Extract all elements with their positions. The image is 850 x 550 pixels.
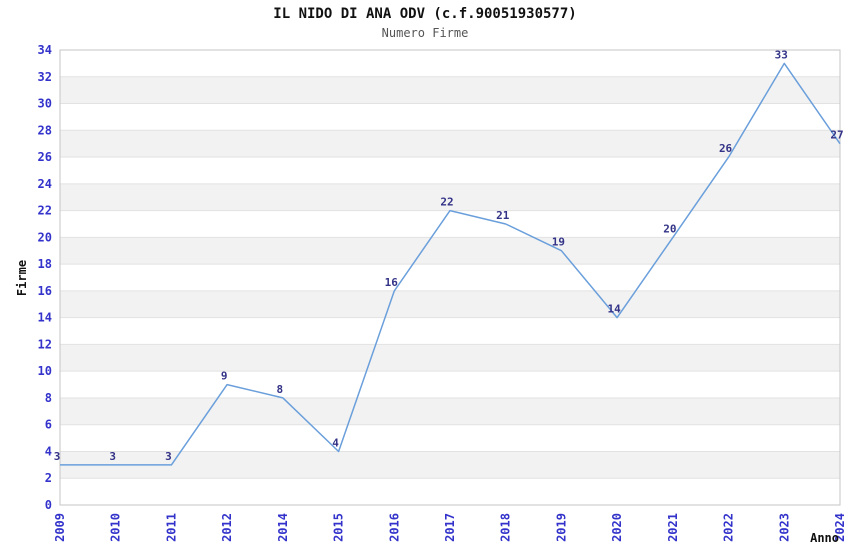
y-tick-label: 12 xyxy=(38,337,52,351)
x-tick-label: 2024 xyxy=(833,513,847,542)
grid-band xyxy=(60,451,840,479)
y-tick-label: 34 xyxy=(38,43,52,57)
y-tick-label: 30 xyxy=(38,97,52,111)
plot-border xyxy=(59,49,841,506)
chart-subtitle: Numero Firme xyxy=(381,26,469,40)
y-tick-label: 8 xyxy=(45,391,52,405)
value-label: 8 xyxy=(277,383,284,396)
plot-background xyxy=(60,50,840,505)
y-tick-label: 22 xyxy=(38,204,52,218)
value-label: 16 xyxy=(385,276,399,289)
value-label: 9 xyxy=(221,370,228,383)
x-axis-title: Anno xyxy=(810,531,839,545)
y-tick-label: 2 xyxy=(45,471,52,485)
grid-band xyxy=(60,76,840,104)
value-label: 27 xyxy=(830,129,843,142)
x-tick-label: 2016 xyxy=(387,513,401,542)
grid-band xyxy=(60,397,840,425)
y-tick-label: 6 xyxy=(45,418,52,432)
x-tick-label: 2020 xyxy=(610,513,624,542)
value-label: 22 xyxy=(440,196,453,209)
x-tick-label: 2021 xyxy=(666,513,680,542)
x-tick-label: 2018 xyxy=(499,513,513,542)
y-tick-label: 26 xyxy=(38,150,52,164)
value-label: 21 xyxy=(496,209,510,222)
grid-band xyxy=(60,237,840,265)
x-tick-label: 2014 xyxy=(276,513,290,542)
data-line xyxy=(60,62,841,466)
x-tick-label: 2022 xyxy=(722,513,736,542)
x-tick-label: 2012 xyxy=(220,513,234,542)
value-label: 3 xyxy=(54,450,61,463)
value-label: 3 xyxy=(165,450,172,463)
grid-band xyxy=(60,344,840,372)
grid-band xyxy=(60,290,840,318)
x-tick-label: 2015 xyxy=(332,513,346,542)
value-label: 3 xyxy=(109,450,116,463)
value-label: 20 xyxy=(663,222,676,235)
value-label: 19 xyxy=(552,236,565,249)
x-tick-label: 2011 xyxy=(164,513,178,542)
y-tick-label: 10 xyxy=(38,364,52,378)
chart-title: IL NIDO DI ANA ODV (c.f.90051930577) xyxy=(273,6,577,22)
y-axis-title: Firme xyxy=(15,260,29,296)
value-label: 26 xyxy=(719,142,733,155)
value-label: 14 xyxy=(608,303,622,316)
y-tick-label: 18 xyxy=(38,257,52,271)
grid-band xyxy=(60,183,840,211)
y-tick-label: 16 xyxy=(38,284,52,298)
x-tick-label: 2010 xyxy=(109,513,123,542)
x-tick-label: 2009 xyxy=(53,513,67,542)
x-tick-label: 2019 xyxy=(554,513,568,542)
value-label: 33 xyxy=(775,48,788,61)
y-tick-label: 0 xyxy=(45,498,52,512)
x-tick-label: 2017 xyxy=(443,513,457,542)
y-tick-label: 14 xyxy=(38,311,52,325)
grid-band xyxy=(60,130,840,158)
y-tick-label: 28 xyxy=(38,123,52,137)
y-tick-label: 24 xyxy=(38,177,52,191)
y-tick-label: 4 xyxy=(45,444,52,458)
x-tick-label: 2023 xyxy=(777,513,791,542)
value-label: 4 xyxy=(332,436,339,449)
y-tick-label: 32 xyxy=(38,70,52,84)
y-tick-label: 20 xyxy=(38,230,52,244)
